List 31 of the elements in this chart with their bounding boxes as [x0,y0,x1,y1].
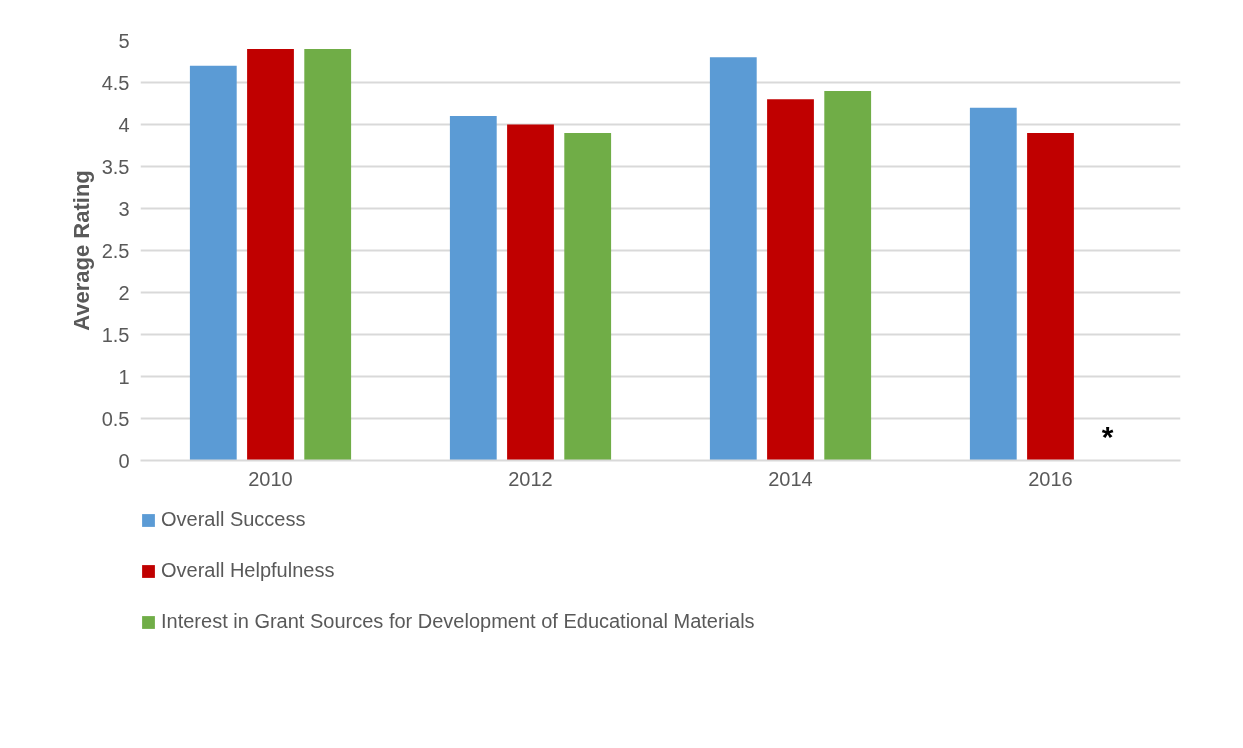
legend-label: Overall Helpfulness [161,559,335,582]
y-tick-label: 5 [118,29,130,52]
bar [1027,132,1074,461]
bar [449,116,497,461]
bar [247,48,294,461]
bar [767,99,814,461]
y-tick-label: 1 [118,365,130,388]
bar [189,65,237,461]
bar [564,132,612,461]
y-tick-label: 4 [118,113,130,136]
legend-label: Overall Success [161,508,306,531]
y-tick-label: 2.5 [101,239,130,262]
annotation: * [1101,419,1114,453]
bar [709,57,757,461]
y-axis-title: Average Rating [68,170,94,331]
y-tick-label: 3 [118,197,130,220]
bar [304,48,352,461]
y-tick-label: 2 [118,281,130,304]
legend-label: Interest in Grant Sources for Development of Educational Materials [161,610,755,633]
x-tick-label: 2016 [1028,467,1073,490]
x-tick-label: 2012 [508,467,553,490]
y-tick-label: 0.5 [101,407,130,430]
y-tick-label: 4.5 [101,71,130,94]
x-tick-label: 2010 [248,467,293,490]
y-tick-label: 0 [118,449,130,472]
bar [824,90,872,461]
x-tick-label: 2014 [768,467,813,490]
bar [507,124,554,461]
y-tick-label: 3.5 [101,155,130,178]
bar [969,107,1017,461]
y-tick-label: 1.5 [101,323,130,346]
